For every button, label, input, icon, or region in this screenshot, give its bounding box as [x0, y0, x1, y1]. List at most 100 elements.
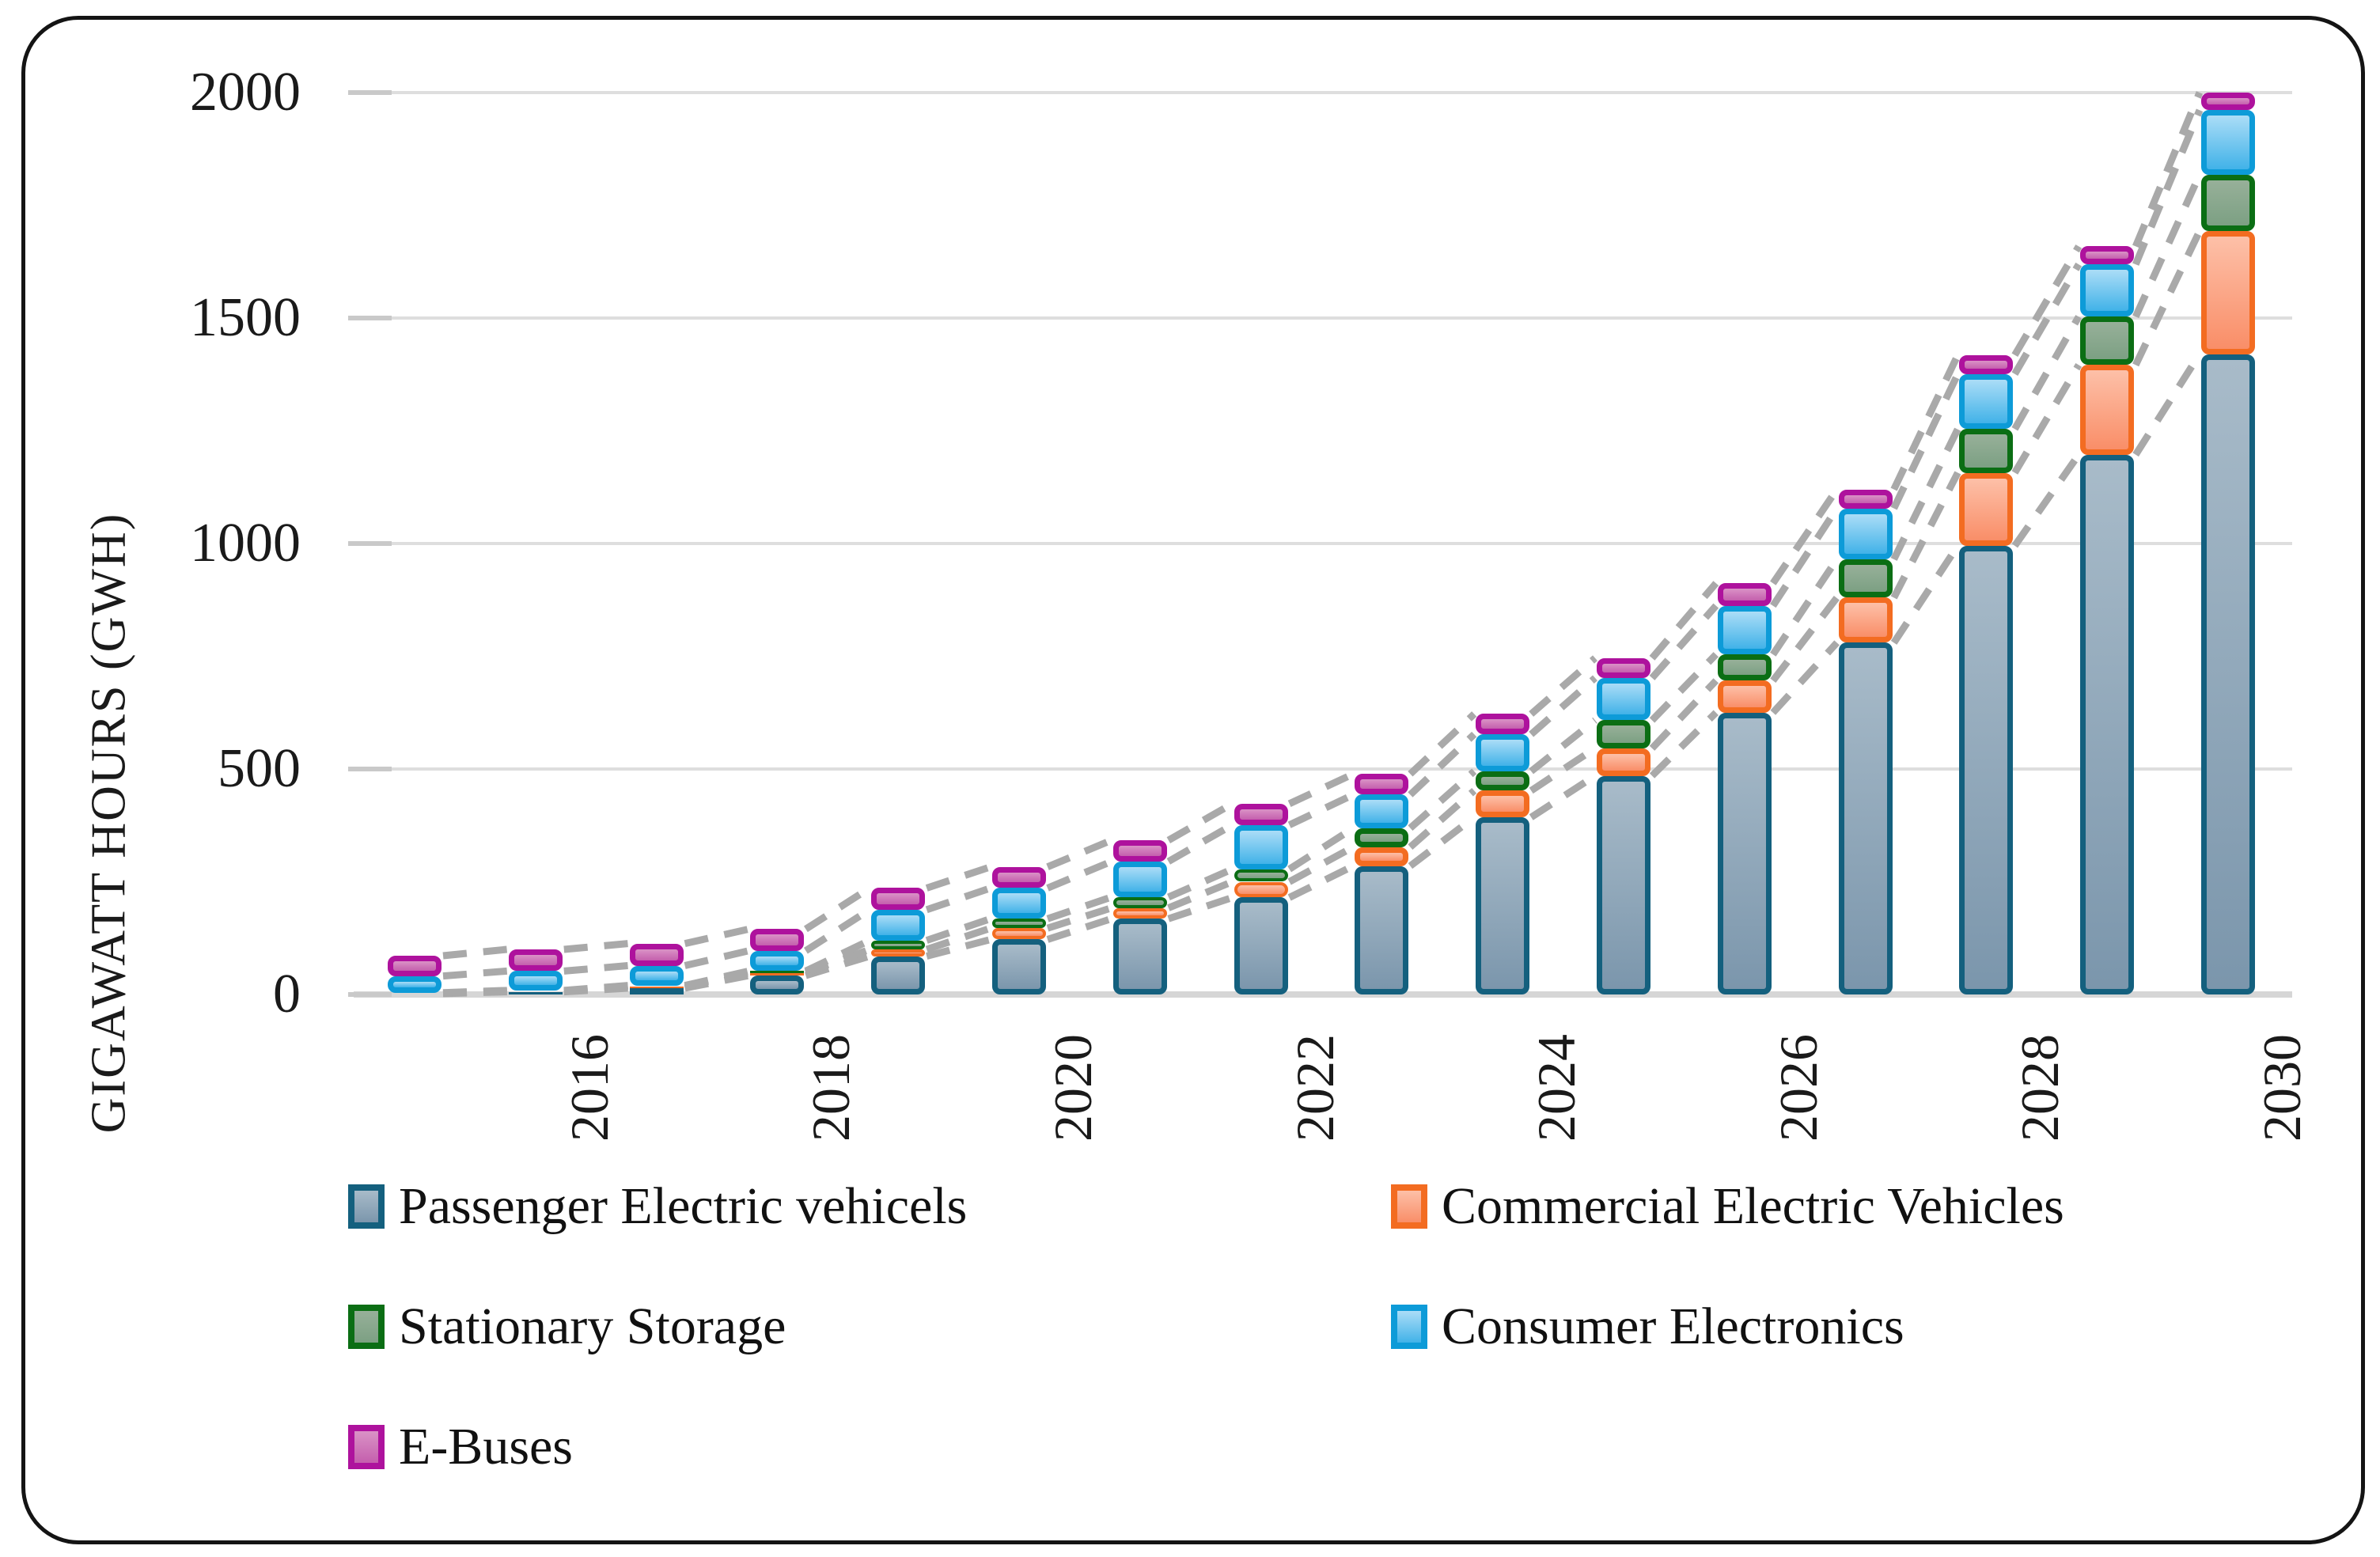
connector-consumer-2029: [2132, 108, 2204, 266]
bar-segment-2025-consumer: [1597, 677, 1650, 721]
bar-segment-2026-passenger: [1717, 712, 1772, 994]
bar-segment-2022-commercial: [1234, 881, 1288, 898]
connector-storage-2029: [2132, 172, 2204, 319]
bar-segment-2030-passenger: [2201, 354, 2255, 994]
bar-segment-2016-passenger: [508, 991, 563, 994]
connector-consumer-2022: [1287, 791, 1355, 828]
bar-segment-2023-storage: [1355, 828, 1409, 847]
gridline-2000: [354, 91, 2292, 94]
y-tick-label-1500: 1500: [190, 287, 301, 348]
connector-ebus-2019: [925, 863, 992, 892]
connector-consumer-2021: [1166, 821, 1234, 865]
bar-segment-2017-ebus: [629, 943, 684, 966]
legend-swatch-passenger: [348, 1184, 385, 1229]
connector-passenger-2020: [1046, 915, 1113, 943]
connector-ebus-2022: [1287, 771, 1355, 807]
bar-segment-2018-ebus: [750, 929, 805, 951]
legend-label-commercial: Commercial Electric Vehicles: [1442, 1177, 2064, 1235]
legend-item-commercial: Commercial Electric Vehicles: [1391, 1180, 2064, 1233]
connector-passenger-2022: [1287, 862, 1355, 901]
connector-ebus-2023: [1408, 711, 1477, 777]
legend-swatch-storage: [348, 1305, 385, 1349]
bar-segment-2028-consumer: [1959, 373, 2014, 430]
connector-storage-2018: [804, 937, 872, 975]
bar-segment-2027-commercial: [1838, 597, 1893, 643]
bar-segment-2028-ebus: [1959, 354, 2014, 374]
connector-consumer-2017: [684, 947, 750, 969]
x-axis-line: [354, 991, 2292, 998]
bar-segment-2016-consumer: [508, 971, 563, 991]
bar-segment-2029-consumer: [2080, 264, 2135, 317]
connector-storage-2019: [925, 915, 992, 944]
connector-storage-2025: [1649, 652, 1719, 723]
bar-segment-2022-storage: [1234, 869, 1288, 882]
connector-ebus-2027: [1890, 353, 1961, 491]
bar-segment-2017-consumer: [629, 965, 684, 986]
connector-consumer-2023: [1408, 731, 1477, 797]
bar-segment-2030-commercial: [2201, 230, 2255, 354]
legend-swatch-ebus: [348, 1425, 385, 1469]
y-tick-1000: [348, 541, 392, 546]
connector-commercial-2028: [2011, 362, 2082, 475]
bar-segment-2017-commercial: [629, 986, 684, 988]
connector-consumer-2020: [1046, 858, 1113, 892]
connector-ebus-2028: [2011, 244, 2082, 358]
connector-consumer-2019: [925, 885, 992, 914]
connector-consumer-2018: [803, 907, 872, 954]
y-tick-label-2000: 2000: [190, 62, 301, 123]
bar-segment-2024-commercial: [1476, 790, 1530, 817]
connector-commercial-2027: [1890, 471, 1961, 600]
connector-passenger-2028: [2011, 453, 2082, 548]
legend-label-ebus: E-Buses: [399, 1418, 573, 1476]
bar-segment-2024-consumer: [1476, 734, 1530, 771]
bar-segment-2026-commercial: [1717, 680, 1772, 713]
connector-consumer-2026: [1770, 506, 1840, 608]
legend-label-consumer: Consumer Electronics: [1442, 1298, 1904, 1355]
x-tick-label-2030: 2030: [2252, 1034, 2312, 1142]
x-tick-label-2022: 2022: [1284, 1034, 1345, 1142]
connector-ebus-2026: [1770, 487, 1840, 585]
connector-consumer-2028: [2011, 262, 2082, 376]
legend-item-consumer: Consumer Electronics: [1391, 1301, 1904, 1353]
bar-segment-2025-commercial: [1597, 748, 1650, 776]
bar-segment-2016-ebus: [508, 949, 563, 972]
bar-segment-2023-passenger: [1355, 866, 1409, 994]
legend-item-ebus: E-Buses: [348, 1421, 573, 1473]
bar-segment-2025-ebus: [1597, 657, 1650, 678]
connector-ebus-2017: [684, 925, 750, 947]
connector-storage-2028: [2011, 315, 2082, 431]
connector-storage-2017: [684, 967, 750, 989]
gridline-1000: [354, 542, 2292, 545]
connector-passenger-2023: [1408, 814, 1476, 869]
bar-segment-2023-ebus: [1355, 774, 1409, 795]
connector-consumer-2016: [563, 962, 628, 975]
bar-segment-2018-storage: [750, 971, 805, 973]
connector-ebus-2018: [803, 885, 872, 933]
connector-passenger-2027: [1890, 544, 1961, 645]
bar-segment-2017-passenger: [629, 988, 684, 994]
bar-segment-2023-consumer: [1355, 794, 1409, 828]
connector-passenger-2026: [1770, 640, 1840, 715]
connector-ebus-2016: [563, 940, 629, 953]
y-tick-label-1000: 1000: [190, 513, 301, 574]
connector-passenger-2029: [2132, 352, 2203, 457]
bar-segment-2027-storage: [1838, 559, 1893, 598]
connector-storage-2024: [1529, 717, 1597, 775]
bar-segment-2026-ebus: [1717, 583, 1772, 606]
bar-segment-2026-consumer: [1717, 605, 1772, 655]
y-tick-500: [348, 767, 392, 771]
bar-segment-2024-ebus: [1476, 714, 1530, 735]
bar-segment-2019-storage: [871, 940, 926, 949]
connector-ebus-2021: [1166, 800, 1234, 843]
connector-commercial-2021: [1167, 878, 1234, 911]
bar-segment-2023-commercial: [1355, 847, 1409, 866]
y-tick-label-500: 500: [218, 738, 301, 799]
bar-segment-2015-consumer: [388, 975, 442, 993]
bar-segment-2019-ebus: [871, 888, 926, 910]
connector-commercial-2029: [2132, 229, 2204, 367]
bar-segment-2020-storage: [992, 919, 1046, 929]
bar-segment-2025-storage: [1597, 720, 1650, 748]
bar-segment-2019-consumer: [871, 909, 926, 941]
connector-ebus-2020: [1046, 836, 1113, 870]
